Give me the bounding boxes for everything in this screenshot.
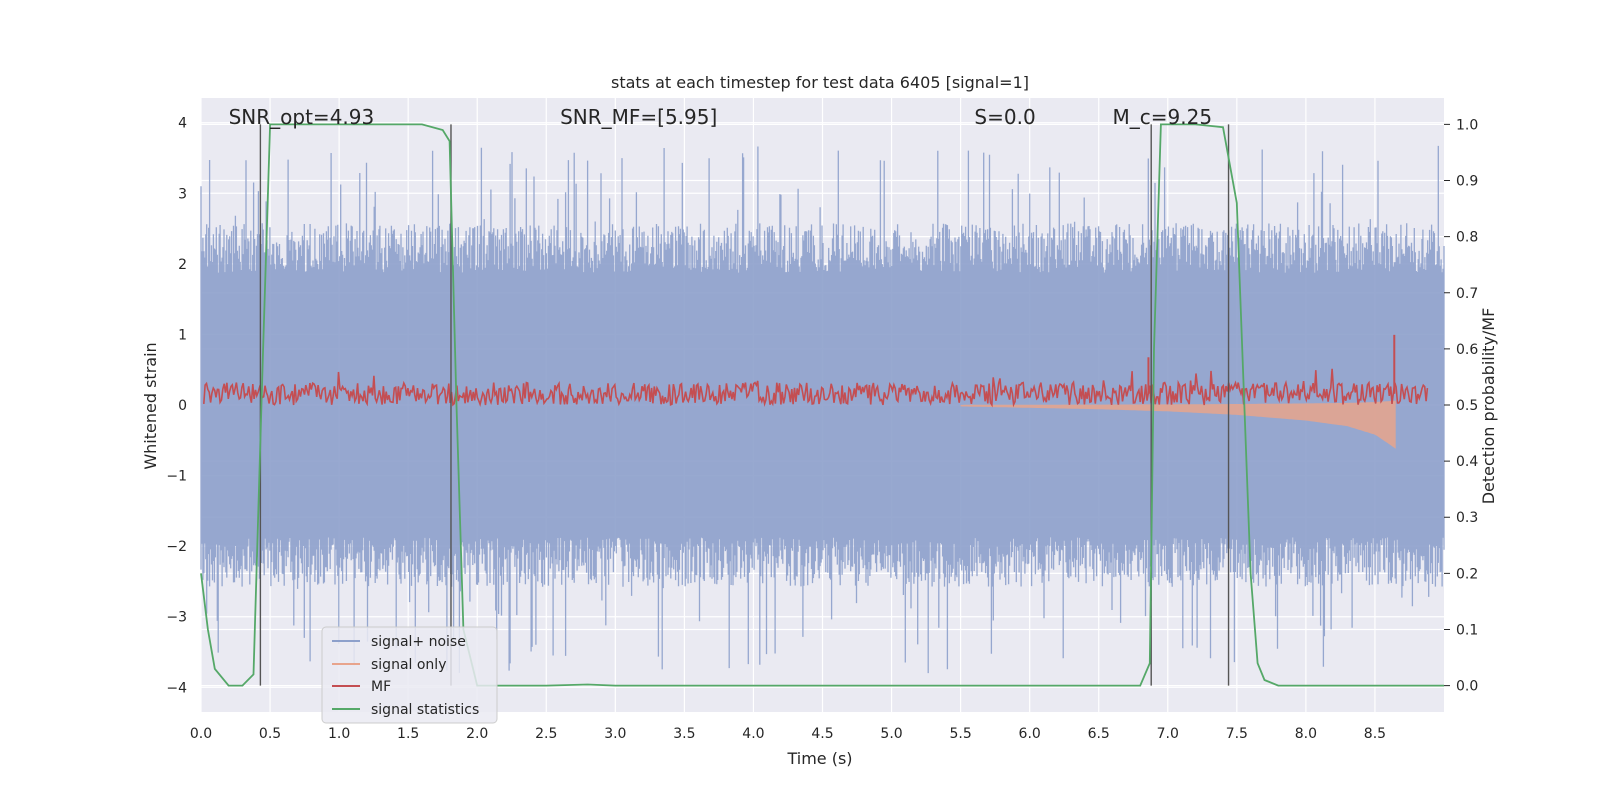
- y-axis-right-label: Detection probability/MF: [1479, 308, 1498, 505]
- y-left-tick-label: −3: [166, 610, 187, 626]
- mf-trace: [203, 368, 1429, 408]
- y-left-tick-label: 0: [178, 398, 187, 414]
- annotation-4: M_c=9.25: [1113, 105, 1213, 129]
- annotation-3: S=0.0: [974, 105, 1035, 129]
- x-tick-label: 2.5: [535, 726, 557, 742]
- x-tick-label: 8.0: [1295, 726, 1317, 742]
- x-tick-label: 5.0: [880, 726, 902, 742]
- x-tick-label: 1.5: [397, 726, 419, 742]
- x-axis-ticks: 0.0 0.5 1.0 1.5 2.0 2.5 3.0 3.5 4.0 4.5 5.0 5.5 6.0 6…: [190, 726, 1386, 742]
- y-axis-left-label: Whitened strain: [141, 342, 160, 469]
- y-axis-right-ticks: 1.0 0.9 0.8 0.7 0.6 0.5 0.4 0.3 0.2 0.1 0.0: [1444, 117, 1478, 695]
- signal-statistics-series: [200, 123, 1444, 687]
- y-axis-left-ticks: 4 3 2 1 0 −1 −2 −3 −4: [166, 116, 187, 697]
- y-right-tick-label: 0.0: [1456, 679, 1478, 695]
- chart-title: stats at each timestep for test data 640…: [611, 73, 1029, 92]
- x-tick-label: 7.5: [1226, 726, 1248, 742]
- x-tick-label: 6.0: [1019, 726, 1041, 742]
- legend-label-signal-only: signal only: [371, 657, 446, 673]
- y-left-tick-label: 4: [178, 116, 187, 132]
- signal-statistics-line: [200, 123, 1444, 687]
- x-axis-label: Time (s): [786, 749, 852, 768]
- x-tick-label: 4.5: [811, 726, 833, 742]
- x-tick-label: 0.5: [259, 726, 281, 742]
- y-right-tick-label: 0.1: [1456, 622, 1478, 638]
- annotation-1: SNR_opt=4.93: [229, 105, 375, 129]
- x-tick-label: 3.0: [604, 726, 626, 742]
- y-right-tick-label: 0.3: [1456, 510, 1478, 526]
- y-left-tick-label: −1: [166, 469, 187, 485]
- y-right-tick-label: 0.6: [1456, 342, 1478, 358]
- annotation-2: SNR_MF=[5.95]: [560, 105, 717, 129]
- mf-series: [203, 334, 1429, 408]
- x-tick-label: 8.5: [1364, 726, 1386, 742]
- x-tick-label: 2.0: [466, 726, 488, 742]
- x-tick-label: 7.0: [1157, 726, 1179, 742]
- legend-box: [321, 626, 498, 724]
- annotations: SNR_opt=4.93 SNR_MF=[5.95] S=0.0 M_c=9.25: [229, 105, 1212, 129]
- x-tick-label: 1.0: [328, 726, 350, 742]
- y-right-tick-label: 0.8: [1456, 230, 1478, 246]
- y-right-tick-label: 0.5: [1456, 398, 1478, 414]
- legend-label-signal-statistics: signal statistics: [371, 702, 479, 718]
- y-right-tick-label: 1.0: [1456, 117, 1478, 133]
- signal-only-series: [960, 400, 1396, 449]
- legend-label-signal-noise: signal+ noise: [371, 634, 466, 650]
- y-right-tick-label: 0.2: [1456, 566, 1478, 582]
- y-left-tick-label: 1: [178, 327, 187, 343]
- x-tick-label: 5.5: [949, 726, 971, 742]
- x-tick-label: 3.5: [673, 726, 695, 742]
- y-right-tick-label: 0.7: [1456, 286, 1478, 302]
- x-tick-label: 4.0: [742, 726, 764, 742]
- y-left-tick-label: 3: [178, 186, 187, 202]
- y-left-tick-label: 2: [178, 257, 187, 273]
- y-left-tick-label: −4: [166, 680, 187, 696]
- signal-only-envelope: [960, 400, 1396, 449]
- y-right-tick-label: 0.4: [1456, 454, 1478, 470]
- y-left-tick-label: −2: [166, 539, 187, 555]
- y-right-tick-label: 0.9: [1456, 174, 1478, 190]
- legend: signal+ noise signal only MF signal stat…: [321, 626, 498, 724]
- legend-label-mf: MF: [371, 679, 391, 695]
- x-tick-label: 0.0: [190, 726, 212, 742]
- x-tick-label: 6.5: [1088, 726, 1110, 742]
